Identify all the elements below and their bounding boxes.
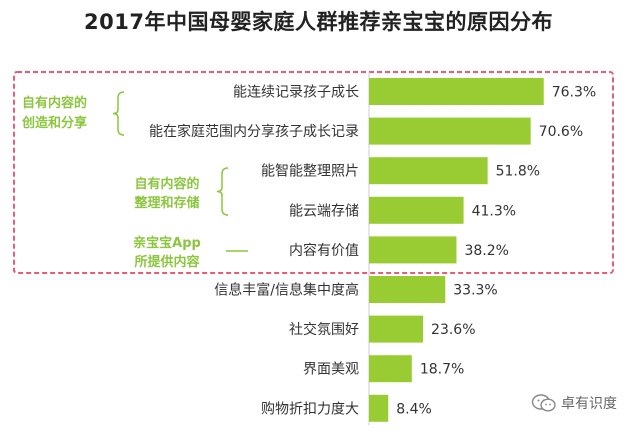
- wechat-icon: [531, 394, 556, 412]
- value-label: 41.3%: [472, 203, 516, 219]
- bar: [369, 394, 389, 422]
- category-label: 能智能整理照片: [261, 164, 359, 180]
- category-label: 信息丰富/信息集中度高: [214, 282, 359, 299]
- value-label: 51.8%: [496, 164, 540, 180]
- group-bracket: [112, 91, 125, 136]
- category-label: 能连续记录孩子成长: [233, 84, 359, 101]
- bar: [369, 355, 412, 383]
- bar: [369, 315, 424, 343]
- bars: 能连续记录孩子成长 76.3% 能在家庭范围内分享孩子成长记录 70.6% 能智能整理照…: [149, 78, 596, 422]
- bar: [369, 117, 531, 145]
- category-label: 能云端存储: [289, 203, 359, 219]
- group-bracket: [216, 167, 229, 216]
- category-label: 社交氛围好: [289, 321, 359, 338]
- value-label: 38.2%: [464, 243, 508, 259]
- value-label: 76.3%: [552, 85, 596, 101]
- group-label: 自有内容的: [134, 176, 199, 192]
- category-label: 内容有价值: [289, 242, 359, 259]
- value-label: 33.3%: [453, 283, 497, 299]
- group-label: 所提供内容: [134, 254, 199, 270]
- bar: [369, 276, 446, 303]
- group-label: 亲宝宝App: [133, 235, 201, 251]
- bar: [369, 78, 544, 105]
- brand-name: 卓有识度: [561, 396, 617, 412]
- bar: [369, 196, 464, 224]
- value-label: 70.6%: [539, 124, 583, 140]
- highlight-box: [13, 71, 614, 274]
- category-label: 购物折扣力度大: [261, 401, 359, 417]
- value-label: 23.6%: [431, 322, 475, 338]
- group-label: 自有内容的: [22, 95, 87, 111]
- bar: [369, 157, 488, 185]
- chart-title: 2017年中国母婴家庭人群推荐亲宝宝的原因分布: [84, 10, 553, 34]
- category-label: 能在家庭范围内分享孩子成长记录: [149, 123, 359, 140]
- group-label: 整理和存储: [133, 195, 199, 211]
- value-label: 18.7%: [420, 362, 464, 378]
- category-label: 界面美观: [303, 362, 359, 378]
- group-label: 创造和分享: [21, 115, 87, 131]
- value-label: 8.4%: [396, 401, 432, 417]
- bar: [369, 236, 457, 264]
- brand-watermark: 卓有识度: [531, 393, 617, 413]
